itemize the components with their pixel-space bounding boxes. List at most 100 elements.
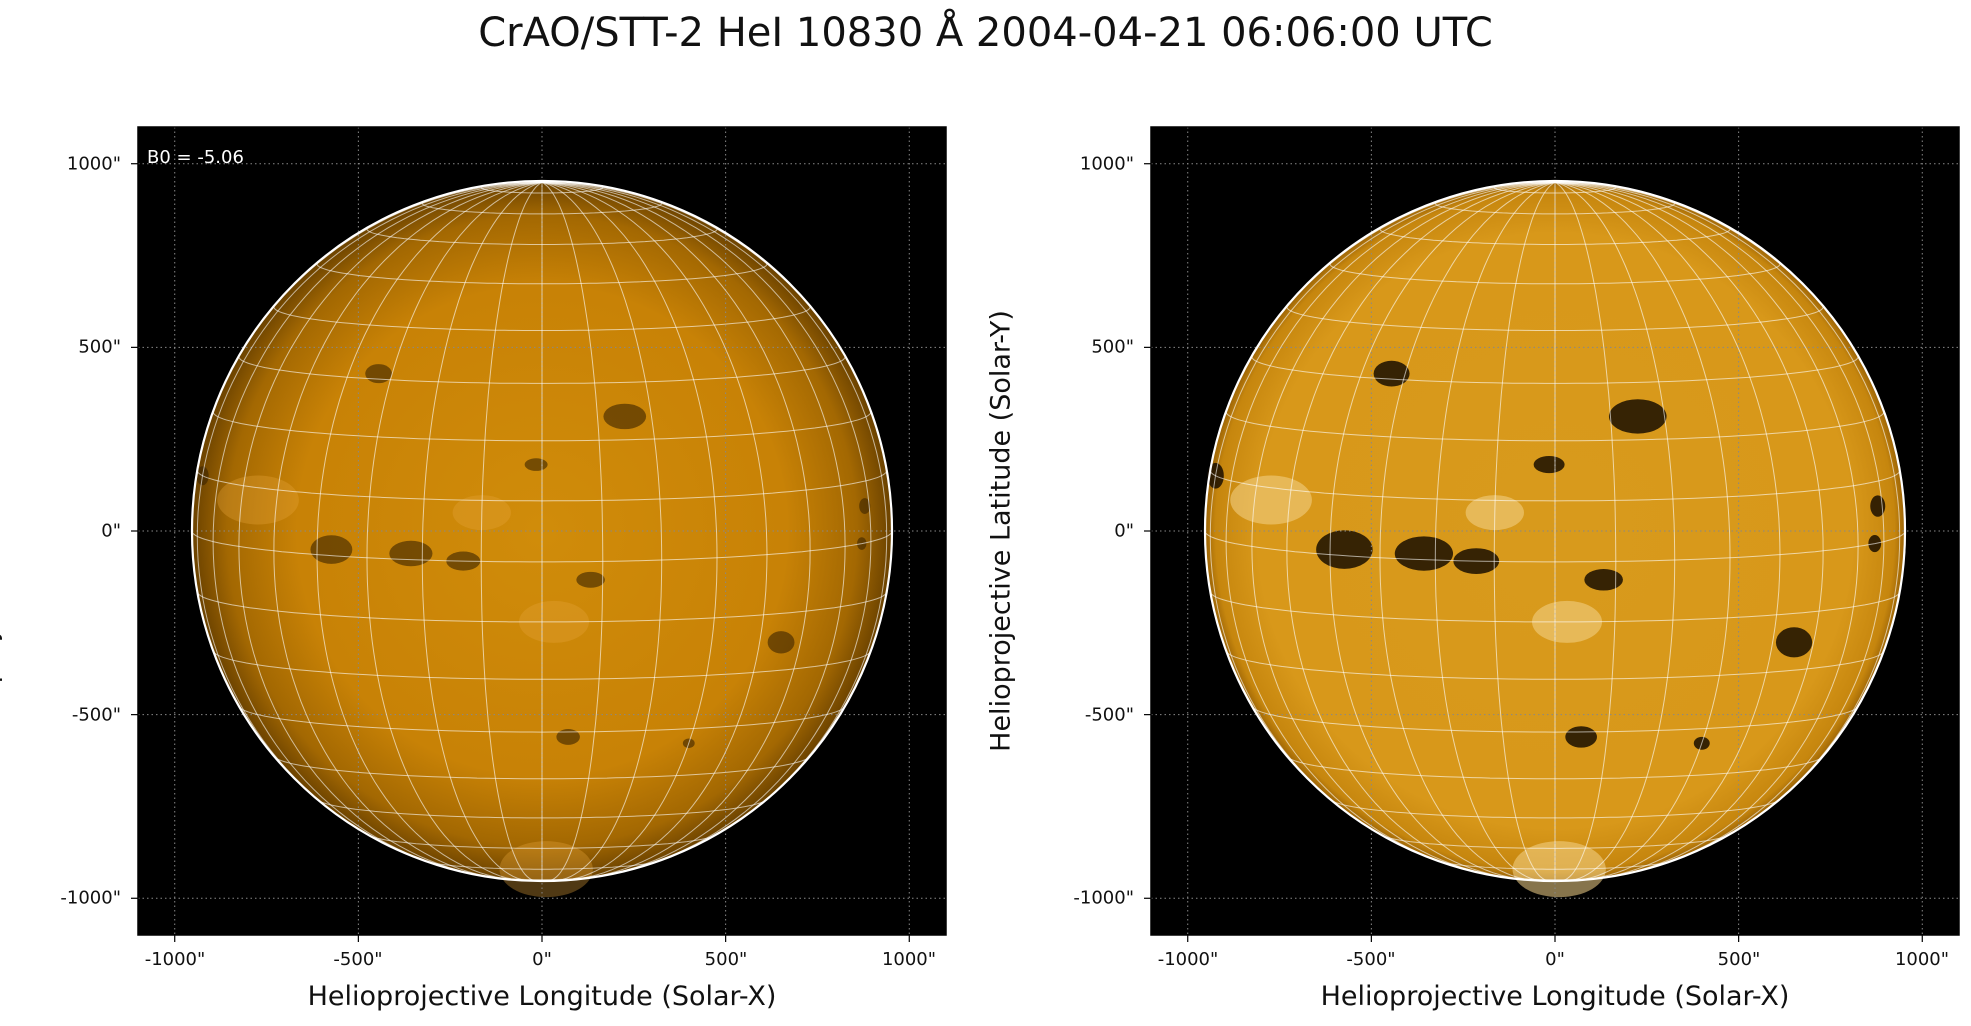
right-solar-panel: 1000" 500" 0" -500" -1000" -1000" -500" … xyxy=(986,126,1960,1012)
ytick-label-1000: 1000" xyxy=(66,153,121,175)
heliographic-meridian xyxy=(1554,181,1731,881)
heliographic-parallel xyxy=(1204,530,1906,563)
ytick-label-1000: 1000" xyxy=(1079,153,1134,175)
x-axis-label: Helioprojective Longitude (Solar-X) xyxy=(307,981,777,1012)
heliographic-parallel xyxy=(1252,706,1858,733)
heliographic-meridian xyxy=(541,181,872,870)
y-axis-label: Helioprojective Latitude (Solar-Y) xyxy=(0,310,4,752)
y-axis-label: Helioprojective Latitude (Solar-Y) xyxy=(985,310,1017,752)
heliographic-meridian xyxy=(541,181,811,880)
heliographic-parallel xyxy=(1225,651,1885,680)
heliographic-parallel xyxy=(318,800,766,819)
heliographic-parallel xyxy=(369,835,715,849)
heliographic-parallel xyxy=(1331,800,1779,819)
heliographic-meridian xyxy=(1209,181,1556,842)
heliographic-parallel xyxy=(480,187,604,194)
heliographic-parallel xyxy=(366,229,718,245)
heliographic-meridian xyxy=(1225,181,1556,870)
xtick-label-minus500: -500" xyxy=(333,949,383,970)
ytick-label-500: 500" xyxy=(78,336,121,358)
dark-feature xyxy=(1373,360,1410,387)
figure-title: CrAO/STT-2 HeI 10830 Å 2004-04-21 06:06:… xyxy=(478,10,1493,56)
dark-feature xyxy=(1533,455,1565,474)
heliographic-meridian xyxy=(1286,181,1556,880)
ytick-label-minus1000: -1000" xyxy=(60,887,121,909)
xtick-label-1000: 1000" xyxy=(1894,949,1950,970)
heliographic-parallel xyxy=(1209,470,1901,502)
heliographic-meridian xyxy=(1554,181,1885,870)
xtick-label-500: 500" xyxy=(704,949,748,970)
heliographic-parallel xyxy=(1493,187,1617,194)
xtick-label-1000: 1000" xyxy=(881,949,937,970)
heliographic-meridian xyxy=(541,181,718,881)
heliographic-parallel xyxy=(239,706,845,733)
dark-feature xyxy=(1775,627,1813,658)
heliographic-parallel xyxy=(1434,203,1676,215)
heliographic-parallel xyxy=(273,306,811,331)
heliographic-meridian xyxy=(366,181,543,881)
heliographic-meridian xyxy=(1554,181,1824,880)
dark-feature xyxy=(767,631,795,654)
solar-limb-outline xyxy=(190,179,894,883)
heliographic-parallel xyxy=(1439,861,1671,870)
dark-feature xyxy=(1394,536,1454,571)
heliographic-parallel xyxy=(1288,757,1822,780)
dark-feature xyxy=(576,571,605,588)
ytick-label-minus500: -500" xyxy=(71,704,121,726)
xtick-label-minus1000: -1000" xyxy=(144,949,206,970)
heliographic-parallel xyxy=(1382,835,1728,849)
ytick-label-500: 500" xyxy=(1091,336,1134,358)
heliographic-parallel xyxy=(212,651,872,680)
heliographic-meridian xyxy=(541,181,888,842)
heliographic-meridian xyxy=(541,181,604,882)
heliographic-meridian xyxy=(212,181,543,870)
heliographic-parallel xyxy=(191,530,893,563)
xtick-label-minus1000: -1000" xyxy=(1157,949,1219,970)
left-solar-panel: B0 = -5.06 1000" 500" 0" -500" -1000" -1… xyxy=(0,126,947,1012)
dark-feature xyxy=(1608,399,1667,434)
heliographic-parallel xyxy=(212,411,872,442)
heliographic-parallel xyxy=(1329,263,1781,285)
heliographic-parallel xyxy=(1251,356,1859,384)
ytick-label-0: 0" xyxy=(1114,520,1134,542)
ytick-label-0: 0" xyxy=(101,520,121,542)
heliographic-meridian xyxy=(541,181,663,882)
solar-limb-outline xyxy=(1203,179,1907,883)
heliographic-meridian xyxy=(1554,181,1676,882)
dark-feature xyxy=(524,458,548,471)
heliographic-parallel xyxy=(426,861,658,870)
dark-feature xyxy=(859,498,871,515)
heliographic-meridian xyxy=(316,181,543,880)
heliographic-meridian xyxy=(480,181,543,882)
b0-annotation: B0 = -5.06 xyxy=(147,147,244,168)
xtick-label-minus500: -500" xyxy=(1346,949,1396,970)
dark-feature xyxy=(603,403,647,430)
dark-feature xyxy=(1565,726,1598,748)
xtick-label-0: 0" xyxy=(1545,949,1565,970)
left-solar-disk-plot xyxy=(131,126,947,942)
heliographic-parallel xyxy=(1210,592,1900,623)
ytick-label-minus1000: -1000" xyxy=(1073,887,1134,909)
heliographic-meridian xyxy=(1554,181,1901,842)
heliographic-parallel xyxy=(275,757,809,780)
ytick-label-minus500: -500" xyxy=(1084,704,1134,726)
heliographic-parallel xyxy=(196,470,888,502)
heliographic-parallel xyxy=(238,356,846,384)
heliographic-meridian xyxy=(541,181,768,880)
dark-feature xyxy=(556,728,580,745)
heliographic-meridian xyxy=(273,181,543,880)
dark-feature xyxy=(1584,569,1623,591)
heliographic-meridian xyxy=(1554,181,1617,882)
heliographic-meridian xyxy=(196,181,543,842)
heliographic-parallel xyxy=(1379,229,1731,245)
heliographic-meridian xyxy=(1329,181,1556,880)
x-axis-label: Helioprojective Longitude (Solar-X) xyxy=(1320,981,1790,1012)
heliographic-parallel xyxy=(197,592,887,623)
heliographic-parallel xyxy=(1225,411,1885,442)
right-solar-disk-plot xyxy=(1144,126,1960,942)
dark-feature xyxy=(389,540,433,567)
heliographic-meridian xyxy=(1434,181,1556,882)
dark-feature xyxy=(365,364,392,384)
dark-feature xyxy=(1316,530,1373,569)
heliographic-meridian xyxy=(421,181,543,882)
